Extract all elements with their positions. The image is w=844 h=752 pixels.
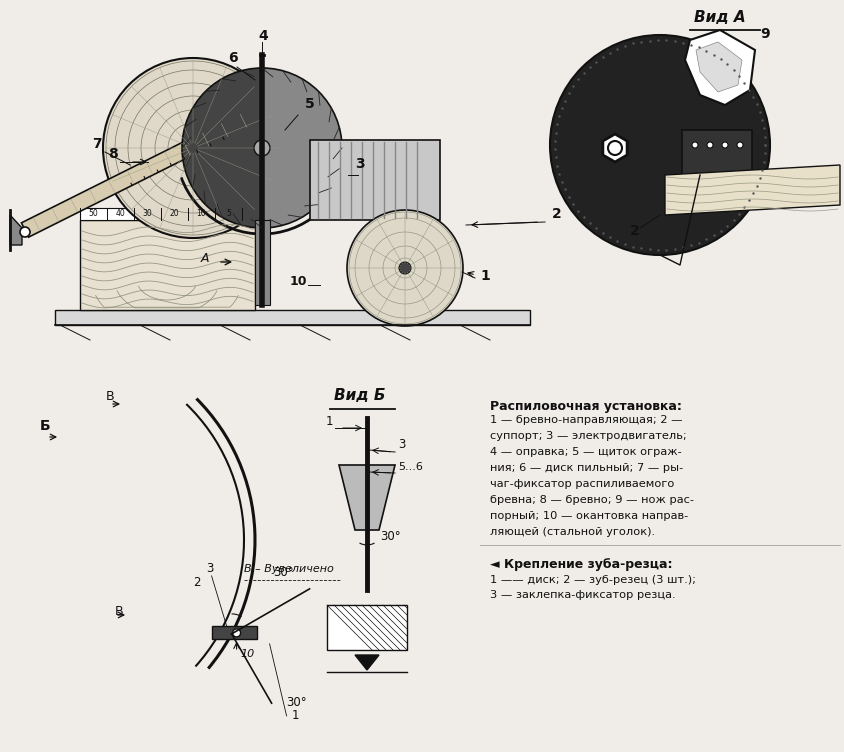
Text: 3 — заклепка-фиксатор резца.: 3 — заклепка-фиксатор резца. [490, 590, 676, 600]
Text: 10: 10 [197, 210, 206, 219]
Text: 1: 1 [480, 269, 490, 283]
Text: 5: 5 [305, 97, 315, 111]
Text: 30°: 30° [273, 566, 295, 579]
Text: 20: 20 [170, 210, 179, 219]
Circle shape [692, 142, 698, 148]
Polygon shape [682, 130, 752, 175]
Polygon shape [80, 208, 255, 220]
Text: 8: 8 [108, 147, 118, 161]
Text: 2: 2 [630, 224, 640, 238]
Polygon shape [339, 465, 395, 530]
Text: 1 — бревно-направляющая; 2 —: 1 — бревно-направляющая; 2 — [490, 415, 683, 425]
Text: 3: 3 [207, 562, 214, 575]
Bar [327, 605, 407, 650]
Polygon shape [21, 108, 258, 237]
Text: 30: 30 [143, 210, 153, 219]
Polygon shape [255, 220, 270, 305]
Polygon shape [696, 42, 742, 92]
Text: 2: 2 [193, 576, 201, 589]
Polygon shape [603, 134, 627, 162]
Text: 7: 7 [92, 137, 101, 151]
Text: 30°: 30° [287, 696, 307, 709]
Polygon shape [355, 655, 379, 670]
Polygon shape [212, 626, 257, 639]
Text: ния; 6 — диск пильный; 7 — ры-: ния; 6 — диск пильный; 7 — ры- [490, 463, 684, 473]
Circle shape [608, 141, 622, 155]
Text: 30°: 30° [380, 530, 401, 543]
Text: 3: 3 [398, 438, 405, 451]
Text: 6: 6 [228, 51, 238, 65]
Circle shape [737, 142, 743, 148]
Polygon shape [665, 165, 840, 215]
Polygon shape [310, 140, 440, 220]
Polygon shape [80, 220, 255, 310]
Text: 1 —— диск; 2 — зуб-резец (3 шт.);: 1 —— диск; 2 — зуб-резец (3 шт.); [490, 575, 696, 585]
Text: 10: 10 [241, 649, 255, 659]
Text: порный; 10 — окантовка направ-: порный; 10 — окантовка направ- [490, 511, 688, 521]
Text: Б: Б [40, 419, 51, 433]
Circle shape [399, 262, 411, 274]
Text: 10: 10 [290, 275, 307, 288]
Text: 50: 50 [89, 210, 99, 219]
Text: Распиловочная установка:: Распиловочная установка: [490, 400, 682, 413]
Circle shape [254, 140, 270, 156]
Text: 5: 5 [226, 210, 231, 219]
Text: В: В [115, 605, 123, 618]
Text: 40: 40 [116, 210, 126, 219]
Circle shape [550, 35, 770, 255]
Polygon shape [10, 215, 22, 245]
Text: 9: 9 [760, 27, 770, 41]
Text: ляющей (стальной уголок).: ляющей (стальной уголок). [490, 527, 655, 537]
Text: В – Вувеличено: В – Вувеличено [244, 564, 333, 574]
Wedge shape [182, 68, 262, 228]
Text: 5...6: 5...6 [398, 462, 423, 472]
Text: бревна; 8 — бревно; 9 — нож рас-: бревна; 8 — бревно; 9 — нож рас- [490, 495, 694, 505]
Circle shape [707, 142, 713, 148]
Circle shape [20, 227, 30, 237]
Text: В: В [106, 390, 114, 403]
Circle shape [347, 210, 463, 326]
Text: чаг-фиксатор распиливаемого: чаг-фиксатор распиливаемого [490, 479, 674, 489]
Text: 2: 2 [552, 207, 562, 221]
Polygon shape [685, 30, 755, 105]
Text: 3: 3 [355, 157, 365, 171]
Text: ◄ Крепление зуба-резца:: ◄ Крепление зуба-резца: [490, 558, 673, 571]
Circle shape [187, 142, 199, 154]
Circle shape [103, 58, 283, 238]
Text: 1: 1 [291, 709, 299, 722]
Polygon shape [55, 310, 530, 325]
Text: суппорт; 3 — электродвигатель;: суппорт; 3 — электродвигатель; [490, 431, 687, 441]
Wedge shape [262, 68, 342, 228]
Text: Вид Б: Вид Б [334, 388, 386, 403]
Circle shape [722, 142, 728, 148]
Text: Вид А: Вид А [694, 10, 746, 25]
Text: A: A [201, 252, 209, 265]
Text: 4 — оправка; 5 — щиток ограж-: 4 — оправка; 5 — щиток ограж- [490, 447, 682, 457]
Circle shape [233, 629, 241, 637]
Text: 4: 4 [258, 29, 268, 43]
Text: 1: 1 [326, 415, 333, 428]
